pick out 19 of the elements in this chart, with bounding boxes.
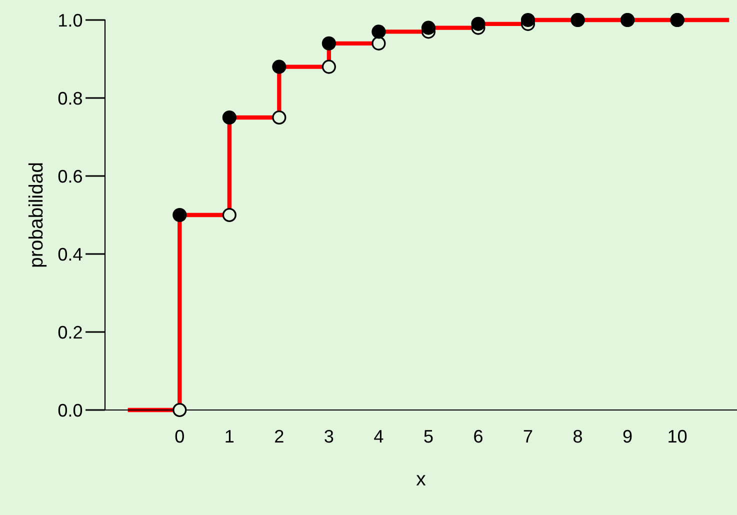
y-tick-label: 0.6 — [58, 170, 82, 183]
x-tick-label: 5 — [424, 430, 433, 443]
y-axis-title: probabilidad — [28, 163, 47, 267]
y-tick-label: 0.8 — [58, 92, 82, 105]
y-tick-label: 1.0 — [59, 14, 82, 27]
x-tick-label: 8 — [574, 430, 582, 443]
x-tick-label: 0 — [175, 430, 184, 443]
x-tick-label: 7 — [524, 430, 532, 443]
x-axis-title: x — [416, 475, 426, 486]
y-tick-label: 0.2 — [58, 326, 82, 339]
x-tick-label: 3 — [324, 430, 334, 443]
x-tick-label: 9 — [623, 430, 632, 443]
x-tick-label: 1 — [226, 430, 234, 443]
x-tick-label: 6 — [474, 430, 482, 443]
y-tick-label: 0.4 — [58, 248, 82, 261]
x-tick-label: 4 — [374, 430, 384, 443]
x-tick-label: 10 — [668, 430, 687, 443]
y-tick-label: 0.0 — [58, 404, 82, 417]
x-tick-label: 2 — [275, 430, 284, 443]
